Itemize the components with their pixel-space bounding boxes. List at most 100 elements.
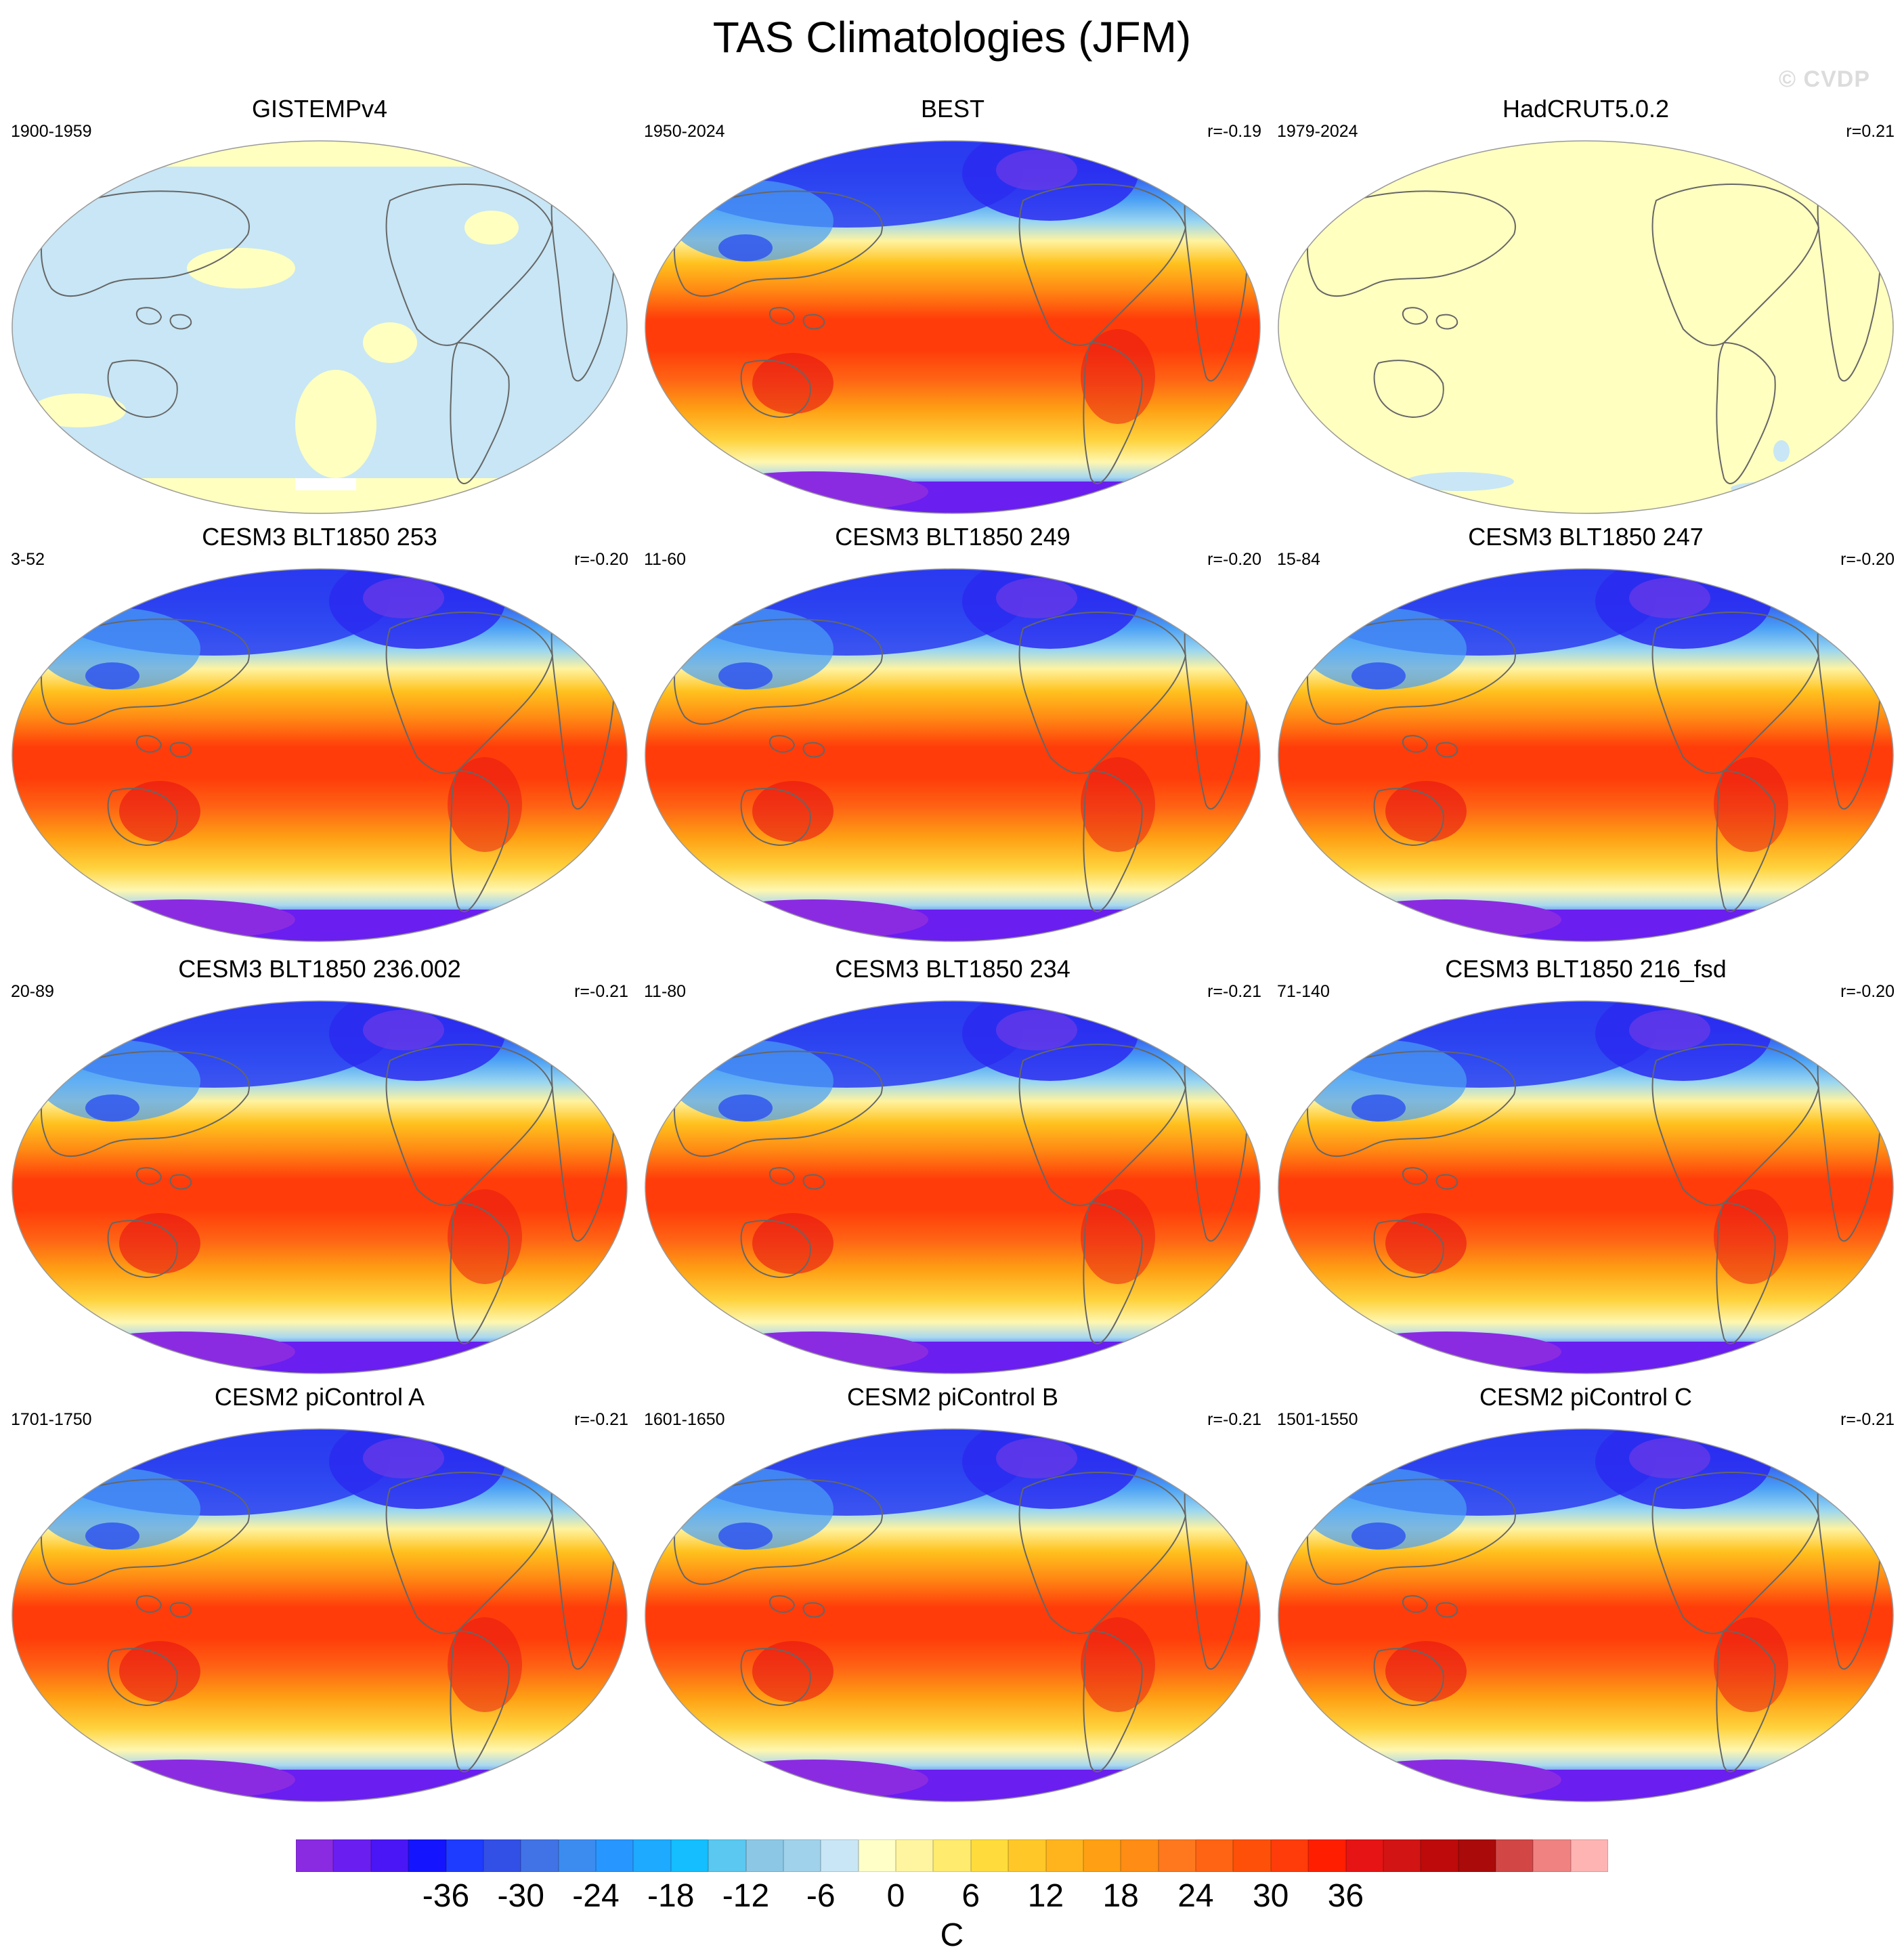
colorbar-tick-label: 6 <box>961 1878 980 1914</box>
colorbar-tick-label: -18 <box>647 1878 695 1914</box>
map-panel: CESM3 BLT1850 247 15-84 r=-0.20 <box>1277 523 1895 943</box>
colorbar-box <box>1270 1839 1309 1872</box>
panel-correlation: r=-0.20 <box>1207 550 1261 569</box>
map-panel: CESM2 piControl C 1501-1550 r=-0.21 <box>1277 1383 1895 1803</box>
colorbar-box <box>670 1839 709 1872</box>
colorbar-box <box>333 1839 371 1872</box>
robinson-map <box>1278 1000 1894 1374</box>
colorbar-tick-label: 0 <box>886 1878 905 1914</box>
colorbar-box <box>1083 1839 1121 1872</box>
map-panel: BEST 1950-2024 r=-0.19 <box>644 95 1261 515</box>
colorbar-box <box>1570 1839 1609 1872</box>
panel-years: 1601-1650 <box>644 1410 725 1429</box>
colorbar-box <box>1458 1839 1496 1872</box>
panel-correlation: r=-0.20 <box>574 550 628 569</box>
colorbar-box <box>558 1839 596 1872</box>
colorbar-box <box>970 1839 1009 1872</box>
panel-years: 1501-1550 <box>1277 1410 1358 1429</box>
map-panel: CESM3 BLT1850 216_fsd 71-140 r=-0.20 <box>1277 955 1895 1375</box>
robinson-map <box>12 1428 628 1802</box>
panel-years: 3-52 <box>11 550 45 569</box>
panel-title: CESM3 BLT1850 247 <box>1468 523 1704 551</box>
map-panel: CESM3 BLT1850 253 3-52 r=-0.20 <box>11 523 628 943</box>
robinson-map <box>1278 140 1894 514</box>
panel-years: 1950-2024 <box>644 122 725 141</box>
panel-correlation: r=-0.19 <box>1207 122 1261 141</box>
colorbar-box <box>1533 1839 1571 1872</box>
panel-years: 11-60 <box>644 550 687 569</box>
panel-years: 1979-2024 <box>1277 122 1358 141</box>
panel-title: CESM2 piControl A <box>214 1383 425 1411</box>
colorbar <box>296 1839 1609 1872</box>
colorbar-box <box>1496 1839 1534 1872</box>
colorbar-tick-label: -6 <box>806 1878 836 1914</box>
panel-title: CESM3 BLT1850 249 <box>835 523 1070 551</box>
map-panel: CESM2 piControl A 1701-1750 r=-0.21 <box>11 1383 628 1803</box>
colorbar-tick-label: -30 <box>497 1878 544 1914</box>
panel-correlation: r=-0.21 <box>574 1410 628 1429</box>
colorbar-unit: C <box>940 1917 964 1953</box>
panel-title: CESM2 piControl C <box>1479 1383 1693 1411</box>
panel-years: 15-84 <box>1277 550 1320 569</box>
robinson-map <box>645 1428 1261 1802</box>
colorbar-tick-label: -24 <box>572 1878 620 1914</box>
robinson-map <box>645 140 1261 514</box>
colorbar-box <box>821 1839 859 1872</box>
robinson-map <box>645 1000 1261 1374</box>
colorbar-box <box>1421 1839 1458 1872</box>
colorbar-tick-label: 12 <box>1027 1878 1064 1914</box>
colorbar-box <box>1233 1839 1271 1872</box>
colorbar-box <box>745 1839 783 1872</box>
colorbar-tick-label: 36 <box>1327 1878 1364 1914</box>
robinson-map <box>1278 1428 1894 1802</box>
map-panel: HadCRUT5.0.2 1979-2024 r=0.21 <box>1277 95 1895 515</box>
panel-title: CESM3 BLT1850 253 <box>202 523 437 551</box>
robinson-map <box>12 140 628 514</box>
robinson-map <box>645 568 1261 942</box>
colorbar-tick-label: 24 <box>1177 1878 1214 1914</box>
colorbar-tick-label: 30 <box>1252 1878 1289 1914</box>
panel-title: HadCRUT5.0.2 <box>1502 95 1670 123</box>
panel-years: 1701-1750 <box>11 1410 92 1429</box>
colorbar-box <box>596 1839 634 1872</box>
panel-years: 20-89 <box>11 982 54 1001</box>
colorbar-box <box>633 1839 671 1872</box>
panel-title: CESM2 piControl B <box>846 1383 1059 1411</box>
panel-years: 71-140 <box>1277 982 1330 1001</box>
colorbar-box <box>1045 1839 1083 1872</box>
panel-correlation: r=-0.21 <box>1207 982 1261 1001</box>
robinson-map <box>1278 568 1894 942</box>
colorbar-box <box>408 1839 446 1872</box>
map-panel: CESM3 BLT1850 249 11-60 r=-0.20 <box>644 523 1261 943</box>
panel-years: 11-80 <box>644 982 687 1001</box>
colorbar-box <box>370 1839 409 1872</box>
robinson-map <box>12 568 628 942</box>
panel-title: CESM3 BLT1850 236.002 <box>178 955 461 983</box>
colorbar-box <box>1121 1839 1159 1872</box>
panel-title: BEST <box>920 95 985 123</box>
colorbar-box <box>783 1839 821 1872</box>
colorbar-box <box>296 1839 334 1872</box>
watermark: © CVDP <box>1779 66 1870 92</box>
colorbar-box <box>858 1839 896 1872</box>
panel-title: CESM3 BLT1850 216_fsd <box>1445 955 1727 983</box>
panel-correlation: r=-0.21 <box>1840 1410 1895 1429</box>
colorbar-box <box>1196 1839 1234 1872</box>
panel-years: 1900-1959 <box>11 122 92 141</box>
map-panel: CESM3 BLT1850 234 11-80 r=-0.21 <box>644 955 1261 1375</box>
panel-correlation: r=0.21 <box>1846 122 1895 141</box>
panel-correlation: r=-0.21 <box>1207 1410 1261 1429</box>
colorbar-box <box>1008 1839 1046 1872</box>
colorbar-box <box>483 1839 521 1872</box>
panel-correlation: r=-0.20 <box>1840 550 1895 569</box>
colorbar-tick-label: 18 <box>1102 1878 1139 1914</box>
panel-title: GISTEMPv4 <box>251 95 388 123</box>
map-panel: GISTEMPv4 1900-1959 <box>11 95 628 515</box>
colorbar-box <box>521 1839 559 1872</box>
colorbar-box <box>1158 1839 1196 1872</box>
colorbar-box <box>1308 1839 1346 1872</box>
panel-title: CESM3 BLT1850 234 <box>835 955 1070 983</box>
map-panel: CESM2 piControl B 1601-1650 r=-0.21 <box>644 1383 1261 1803</box>
colorbar-box <box>933 1839 971 1872</box>
colorbar-box <box>896 1839 934 1872</box>
